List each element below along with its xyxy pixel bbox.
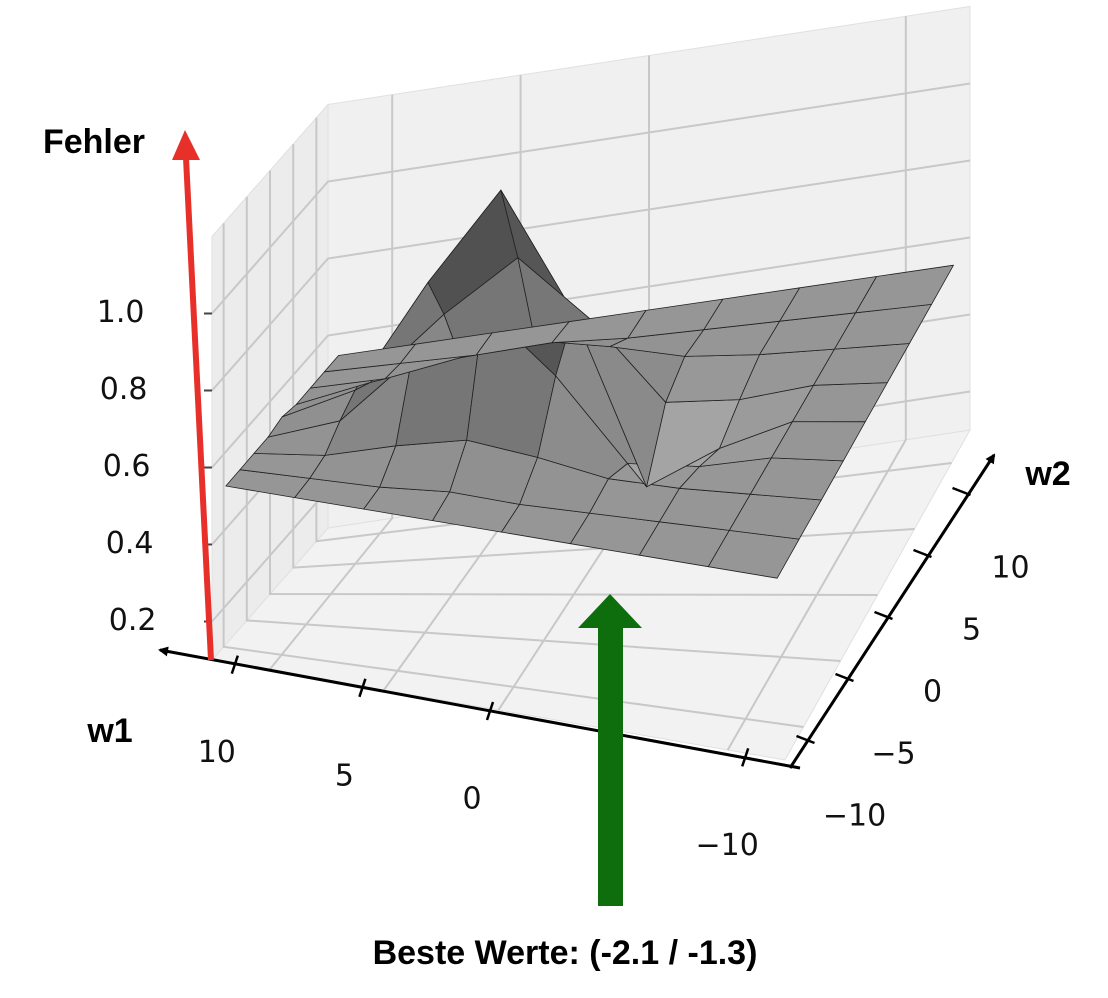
z-tick-label: 0.4 (106, 526, 154, 561)
x-tick-label: 5 (335, 758, 354, 793)
y-tick (835, 672, 854, 683)
y-tick (952, 486, 971, 497)
grid-line (211, 159, 971, 392)
x-tick (485, 701, 495, 721)
y-tick (913, 548, 932, 559)
x-axis-line (158, 646, 801, 770)
grid-line (268, 94, 394, 671)
x-axis-label: w1 (86, 712, 132, 750)
x-tick-label: −10 (696, 828, 759, 863)
x-tick (741, 748, 750, 767)
axes (158, 453, 996, 770)
minimum-arrow (598, 626, 623, 906)
z-tick-label: 1.0 (97, 295, 145, 330)
surface (225, 189, 954, 579)
z-tick-label: 0.6 (103, 449, 151, 484)
grid-line (726, 16, 907, 751)
y-tick (796, 734, 815, 745)
x-tick-label: 0 (462, 782, 481, 817)
y-axis-line (788, 453, 996, 769)
y-tick-label: 5 (962, 613, 981, 648)
z-tick-label: 0.2 (109, 603, 157, 638)
y-tick-label: −5 (871, 737, 915, 772)
grid-line (245, 196, 841, 662)
x-tick-label: 10 (198, 735, 236, 770)
y-tick-label: 0 (923, 675, 942, 710)
minimum-arrowhead (578, 594, 642, 628)
z-axis-label: Fehler (43, 123, 145, 161)
surface-patch (855, 264, 954, 314)
y-tick-label: −10 (823, 799, 886, 834)
z-axis-arrowhead (172, 130, 200, 160)
grid-line (211, 236, 971, 469)
grid-line (269, 170, 878, 596)
x-tick (358, 678, 367, 698)
y-tick-label: 10 (991, 551, 1029, 586)
x-tick (230, 655, 239, 674)
annotation: Beste Werte: (-2.1 / -1.3) (373, 934, 758, 972)
z-tick-label: 0.8 (100, 372, 148, 407)
grid-line (211, 82, 971, 315)
y-tick (874, 610, 893, 621)
z-axis-arrow (183, 157, 214, 661)
y-axis-label: w2 (1024, 455, 1070, 493)
